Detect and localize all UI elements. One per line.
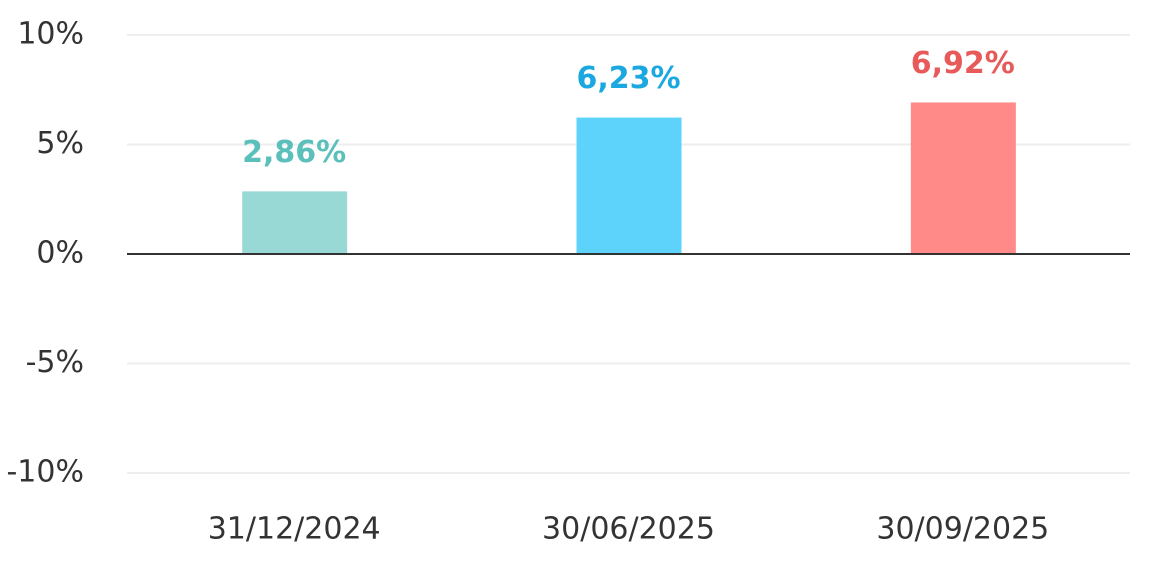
- y-tick-label: -10%: [6, 455, 84, 490]
- y-tick-label: 10%: [17, 17, 84, 52]
- y-tick-label: -5%: [26, 345, 84, 380]
- bar: [910, 102, 1016, 255]
- x-tick-label: 30/06/2025: [542, 512, 715, 547]
- data-label: 6,92%: [911, 46, 1015, 81]
- data-label: 2,86%: [242, 135, 346, 170]
- bar: [576, 117, 682, 254]
- y-tick-label: 5%: [36, 126, 84, 161]
- data-label: 6,23%: [576, 61, 680, 96]
- x-tick-label: 31/12/2024: [208, 512, 381, 547]
- x-tick-label: 30/09/2025: [876, 512, 1049, 547]
- y-tick-label: 0%: [36, 236, 84, 271]
- bar: [242, 191, 348, 254]
